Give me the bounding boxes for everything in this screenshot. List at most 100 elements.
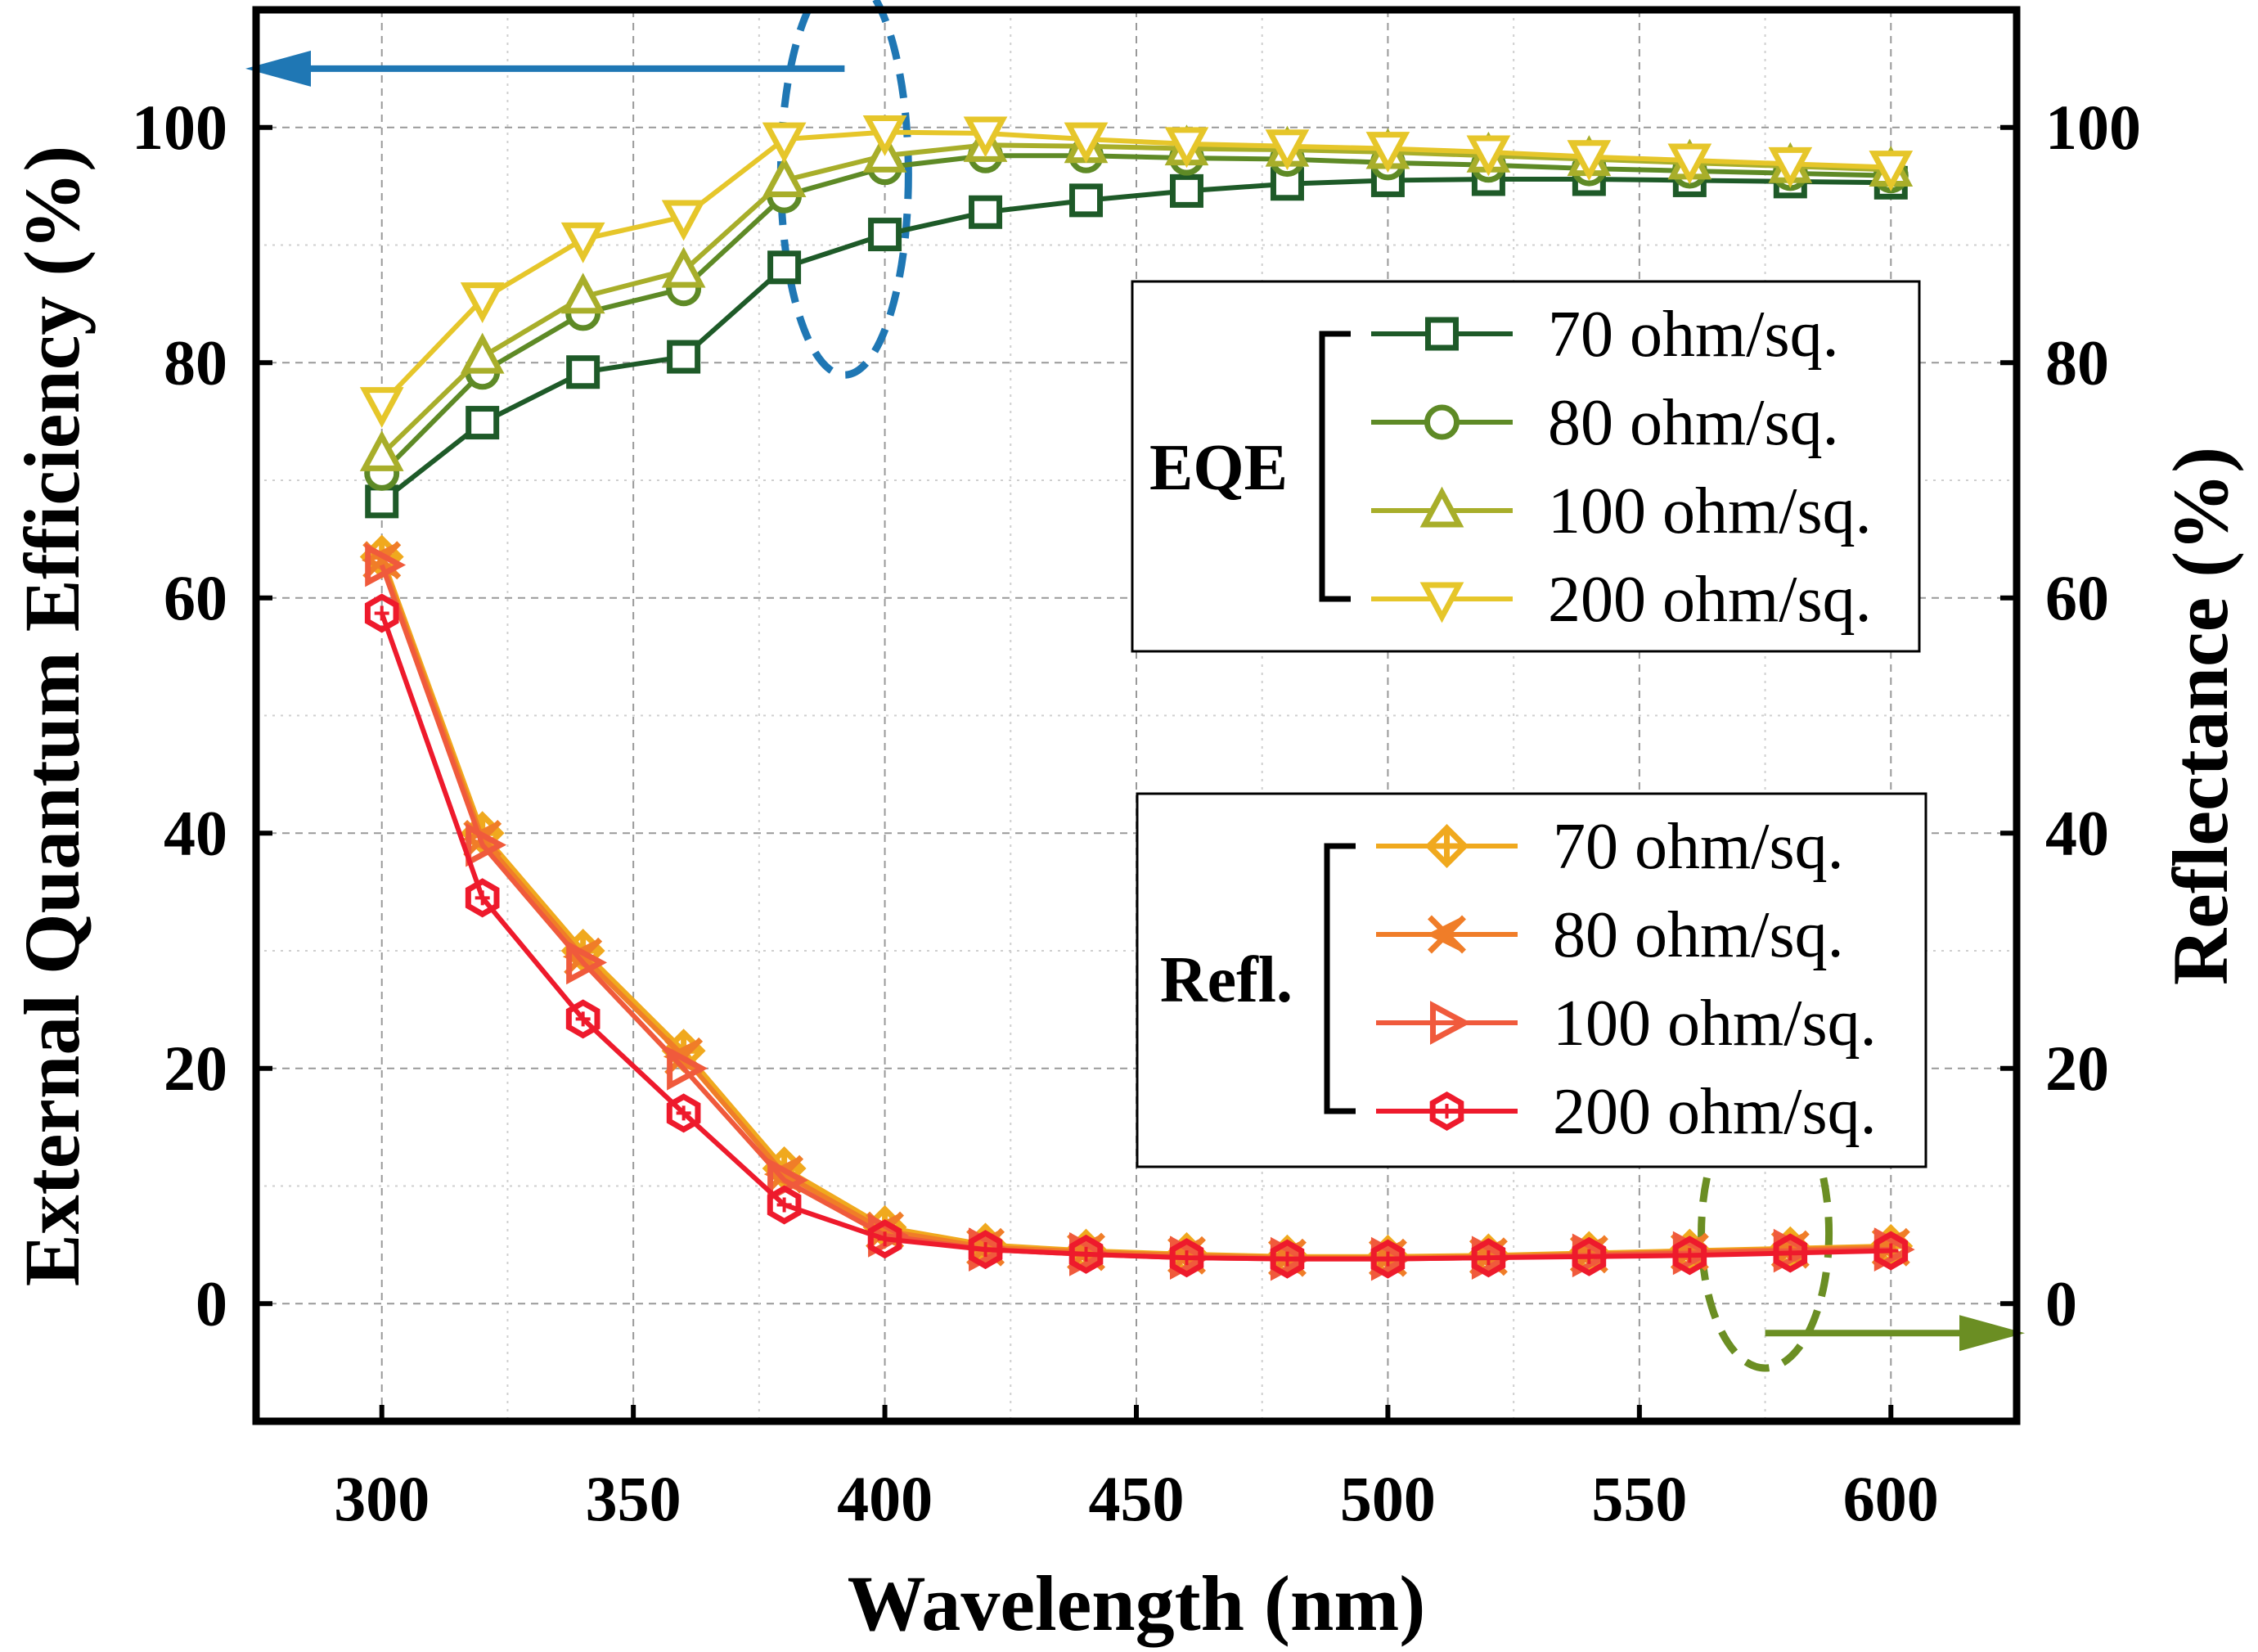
- data-point: [661, 200, 706, 241]
- series-line: [379, 612, 1891, 1262]
- data-point: [1365, 132, 1410, 173]
- x-tick-label: 550: [1591, 1463, 1687, 1534]
- series-eqe-200: [359, 115, 1914, 428]
- y-axis-title-left: External Quantum Efficiency (%): [8, 146, 96, 1287]
- data-point: [868, 218, 902, 252]
- series: [359, 115, 1915, 1281]
- annotation-arrow-head: [245, 50, 311, 87]
- legend-group-title: Refl.: [1160, 944, 1293, 1016]
- data-point: [1426, 915, 1466, 954]
- data-point: [1169, 1238, 1204, 1278]
- data-point: [1430, 1001, 1471, 1045]
- data-point: [560, 272, 605, 314]
- legend-bracket: [1319, 331, 1351, 602]
- data-point: [566, 940, 608, 985]
- data-point: [466, 822, 507, 867]
- series-refl-200: [364, 593, 1909, 1279]
- legend-label: 200 ohm/sq.: [1548, 564, 1872, 636]
- data-point: [969, 195, 1003, 229]
- legend-box: [1131, 280, 1921, 653]
- data-point: [1429, 1091, 1464, 1132]
- x-tick-label: 300: [334, 1463, 430, 1534]
- y-tick-label-left: 40: [164, 797, 227, 868]
- legend-label: 80 ohm/sq.: [1548, 387, 1839, 459]
- legend-item: 200 ohm/sq.: [1371, 564, 1872, 636]
- y-tick-label-right: 60: [2045, 562, 2109, 633]
- data-point: [565, 999, 600, 1039]
- data-point: [365, 542, 407, 587]
- data-point: [661, 246, 706, 288]
- data-point: [1064, 122, 1109, 164]
- y-tick-label-left: 20: [164, 1033, 227, 1104]
- legend-eqe: EQE 70 ohm/sq. 80 ohm/sq. 100 ohm/sq. 200 oh…: [1131, 280, 1921, 653]
- data-point: [1270, 1239, 1305, 1279]
- legends: EQE 70 ohm/sq. 80 ohm/sq. 100 ohm/sq. 200 oh…: [1131, 280, 1927, 1168]
- data-point: [460, 332, 505, 374]
- y-tick-label-left: 80: [164, 326, 227, 398]
- data-point: [460, 282, 505, 324]
- y-tick-label-right: 40: [2045, 797, 2109, 868]
- data-point: [667, 1046, 708, 1091]
- data-point: [968, 1230, 1003, 1270]
- data-point: [1869, 151, 1914, 192]
- data-point: [963, 116, 1008, 158]
- legend-label: 100 ohm/sq.: [1553, 988, 1877, 1060]
- y-tick-label-right: 0: [2045, 1267, 2077, 1339]
- legend-item: 70 ohm/sq.: [1376, 811, 1844, 883]
- legend-item: 80 ohm/sq.: [1376, 899, 1844, 971]
- legend-item: 100 ohm/sq.: [1376, 988, 1877, 1060]
- data-point: [1667, 143, 1712, 185]
- x-axis-title: Wavelength (nm): [848, 1560, 1426, 1647]
- legend-group-title: EQE: [1149, 432, 1288, 504]
- legend-label: 100 ohm/sq.: [1548, 475, 1872, 547]
- legend-label: 70 ohm/sq.: [1548, 299, 1839, 371]
- legend-item: 80 ohm/sq.: [1371, 387, 1839, 459]
- data-point: [1370, 1239, 1406, 1279]
- legend-label: 80 ohm/sq.: [1553, 899, 1844, 971]
- data-point: [767, 1185, 802, 1225]
- data-point: [1424, 824, 1469, 868]
- y-tick-label-right: 20: [2045, 1033, 2109, 1104]
- legend-label: 200 ohm/sq.: [1553, 1076, 1877, 1148]
- data-point: [867, 1219, 902, 1259]
- axis-labels: Wavelength (nm) External Quantum Efficie…: [8, 146, 2244, 1647]
- series-line: [380, 129, 1891, 406]
- series-line: [380, 153, 1891, 475]
- data-point: [862, 115, 907, 156]
- data-point: [1773, 1233, 1808, 1273]
- data-point: [762, 122, 807, 164]
- legend-label: 70 ohm/sq.: [1553, 811, 1844, 883]
- data-point: [465, 878, 500, 918]
- legend-item: 70 ohm/sq.: [1371, 299, 1839, 371]
- data-point: [1672, 1236, 1707, 1276]
- data-point: [365, 484, 399, 519]
- data-point: [1068, 1234, 1104, 1274]
- data-point: [1419, 486, 1464, 528]
- data-point: [560, 222, 605, 263]
- data-point: [1873, 1231, 1909, 1271]
- data-point: [1572, 1236, 1607, 1276]
- data-point: [667, 340, 701, 374]
- data-point: [359, 387, 404, 428]
- axis-ticks: 300 350 400 450 500 550 600 0 20 40 60 80 100 0 20 40 60…: [132, 92, 2141, 1534]
- data-point: [1164, 127, 1209, 169]
- data-point: [566, 355, 600, 389]
- data-point: [1768, 146, 1813, 188]
- x-tick-label: 450: [1089, 1463, 1185, 1534]
- y-tick-label-left: 0: [196, 1267, 227, 1339]
- series-line: [380, 177, 1891, 504]
- annotation-arrow-head: [1959, 1315, 2025, 1352]
- y-tick-label-left: 60: [164, 562, 227, 633]
- legend-bracket: [1324, 843, 1356, 1114]
- legend-item: 100 ohm/sq.: [1371, 475, 1872, 547]
- x-tick-label: 400: [837, 1463, 933, 1534]
- y-tick-label-right: 80: [2045, 326, 2109, 398]
- y-axis-title-right: Reflectance (%): [2157, 447, 2244, 985]
- data-point: [1169, 173, 1203, 208]
- y-tick-label-right: 100: [2045, 92, 2141, 163]
- x-tick-label: 350: [586, 1463, 681, 1534]
- data-point: [359, 430, 404, 471]
- data-point: [1419, 582, 1464, 623]
- data-point: [1471, 1238, 1506, 1278]
